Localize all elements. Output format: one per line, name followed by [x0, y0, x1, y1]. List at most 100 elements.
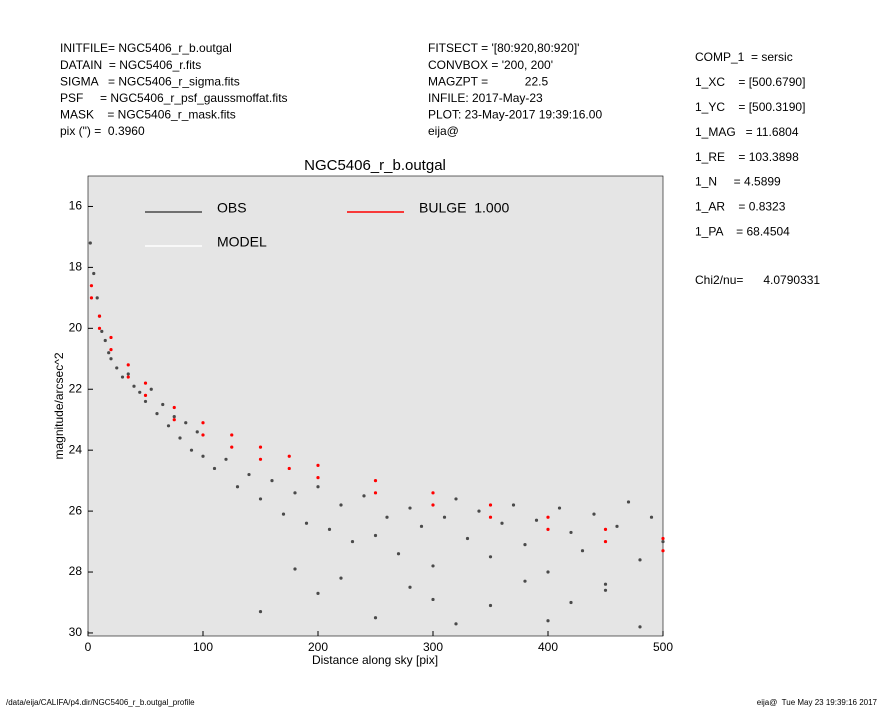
parameter-text: 1_YC = [500.3190] — [695, 100, 805, 114]
y-tick-label: 18 — [69, 260, 83, 274]
data-point — [477, 509, 481, 513]
data-point — [304, 521, 309, 525]
data-point — [293, 491, 297, 495]
x-tick-label: 0 — [85, 640, 92, 654]
y-axis-label: magnitude/arcsec^2 — [52, 352, 66, 459]
data-point — [419, 524, 424, 528]
data-point — [115, 366, 119, 370]
data-point — [95, 296, 99, 300]
data-point — [339, 576, 343, 580]
data-point — [603, 588, 608, 592]
data-point — [149, 387, 153, 391]
header-text: INFILE: 2017-May-23 — [428, 91, 543, 105]
data-point — [316, 475, 320, 480]
data-point — [172, 418, 176, 422]
x-tick-label: 200 — [308, 640, 328, 654]
data-point — [143, 393, 148, 397]
data-point — [373, 533, 378, 538]
data-point — [569, 530, 573, 535]
data-point — [201, 433, 205, 437]
data-point — [661, 536, 665, 541]
data-point — [431, 597, 435, 602]
data-point — [350, 539, 355, 544]
data-point — [224, 457, 228, 461]
data-point — [161, 402, 165, 407]
parameter-text: 1_N = 4.5899 — [695, 175, 781, 189]
data-point — [454, 622, 458, 626]
data-point — [89, 284, 94, 288]
data-point — [120, 375, 125, 379]
data-point — [287, 454, 291, 458]
data-point — [258, 445, 263, 449]
header-text: FITSECT = '[80:920,80:920]' — [428, 41, 579, 55]
data-point — [166, 424, 171, 428]
data-point — [258, 457, 263, 461]
data-point — [385, 515, 389, 519]
y-tick-label: 24 — [69, 442, 83, 456]
data-point — [431, 503, 435, 507]
parameter-text: 1_AR = 0.8323 — [695, 200, 786, 214]
data-point — [97, 326, 102, 330]
data-point — [546, 515, 550, 519]
header-text: CONVBOX = '200, 200' — [428, 58, 553, 72]
data-point — [316, 463, 320, 468]
y-tick-label: 30 — [69, 625, 83, 639]
data-point — [362, 494, 366, 498]
data-point — [465, 536, 470, 541]
legend-label: MODEL — [217, 234, 267, 250]
data-point — [603, 582, 608, 586]
data-point — [201, 421, 205, 425]
data-point — [89, 296, 94, 300]
data-point — [488, 603, 493, 608]
header-text: PLOT: 23-May-2017 19:39:16.00 — [428, 108, 602, 122]
x-tick-label: 400 — [538, 640, 558, 654]
data-point — [201, 454, 205, 458]
parameter-text: 1_XC = [500.6790] — [695, 75, 805, 89]
data-point — [454, 497, 458, 501]
data-point — [546, 527, 550, 531]
data-point — [103, 338, 107, 343]
data-point — [316, 591, 320, 595]
x-tick-label: 500 — [653, 640, 673, 654]
data-point — [488, 555, 493, 559]
data-point — [431, 491, 435, 495]
data-point — [97, 314, 102, 318]
parameter-text: 1_MAG = 11.6804 — [695, 125, 799, 139]
data-point — [247, 472, 251, 477]
header-text: pix (") = 0.3960 — [60, 124, 145, 138]
header-text: DATAIN = NGC5406_r.fits — [60, 58, 201, 72]
data-point — [408, 506, 412, 510]
data-point — [661, 549, 665, 553]
data-point — [603, 527, 608, 531]
header-text: PSF = NGC5406_r_psf_gaussmoffat.fits — [60, 91, 288, 105]
data-point — [126, 375, 130, 379]
header-text: SIGMA = NGC5406_r_sigma.fits — [60, 74, 240, 88]
data-point — [235, 485, 240, 489]
data-point — [172, 405, 176, 410]
y-tick-label: 28 — [69, 564, 83, 578]
data-point — [155, 412, 159, 416]
data-point — [580, 549, 585, 553]
data-point — [488, 503, 493, 507]
data-point — [109, 357, 113, 361]
data-point — [230, 433, 234, 437]
data-point — [109, 335, 113, 340]
data-point — [126, 372, 130, 376]
data-point — [92, 271, 96, 276]
data-point — [546, 570, 550, 574]
data-point — [557, 506, 562, 510]
footer-path: /data/eija/CALIFA/p4.dir/NGC5406_r_b.out… — [6, 698, 195, 707]
data-point — [184, 421, 188, 425]
data-point — [626, 500, 631, 504]
data-point — [132, 384, 136, 388]
data-point — [258, 610, 263, 614]
data-point — [281, 512, 286, 516]
header-text: eija@ — [428, 124, 459, 138]
data-point — [373, 616, 378, 620]
data-point — [603, 539, 608, 544]
data-point — [107, 351, 111, 355]
y-tick-label: 22 — [69, 381, 83, 395]
data-point — [649, 515, 654, 519]
data-point — [523, 579, 527, 583]
